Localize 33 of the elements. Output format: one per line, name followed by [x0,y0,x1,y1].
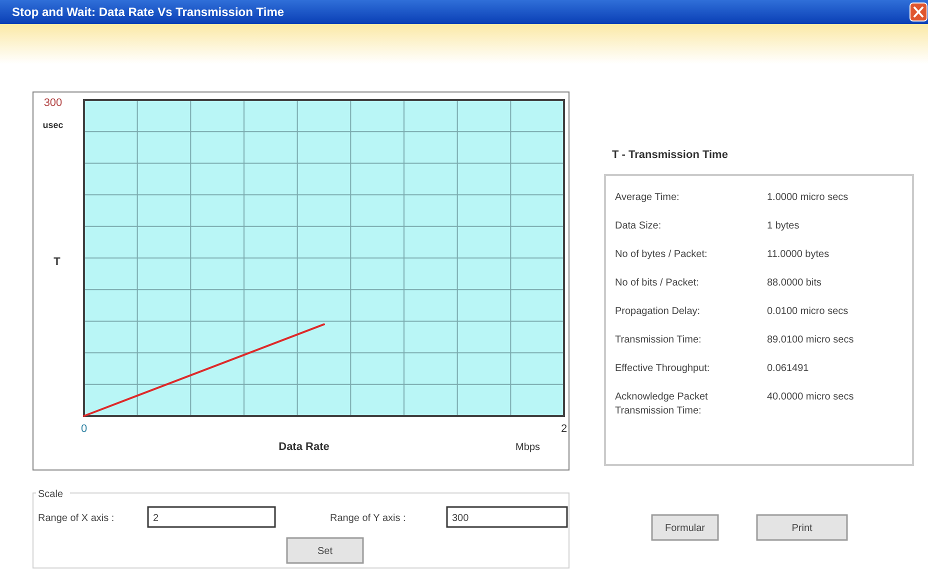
text: 1.0000 micro secs [767,192,848,203]
text: Scale [38,489,64,500]
button[interactable]: Formular [651,514,719,541]
text: Acknowledge Packet Transmission Time: [615,392,708,416]
text-field[interactable]: 300 [446,506,568,528]
text: 11.0000 bytes [767,249,830,260]
text: 88.0000 bits [767,278,822,288]
text: Propagation Delay: [615,306,700,317]
text: usec [42,120,64,130]
text: Range of Y axis : [330,513,406,524]
text: Mbps [516,442,540,453]
text: 0.061491 [767,363,810,374]
y-axis-title: T [54,256,61,268]
text: 0.0100 micro secs [767,306,848,317]
text: 300 [44,97,62,109]
button[interactable]: Set [286,537,364,564]
text: Average Time: [615,192,680,203]
text: Transmission Time: [615,334,702,346]
chart-title: Stop and Wait: Data Rate Vs Transmission Time [12,5,284,19]
text: Effective Throughput: [615,363,710,374]
x-axis-title: Data Rate [278,441,330,453]
text: No of bytes / Packet: [615,249,708,260]
button[interactable]: Print [756,514,848,541]
text: No of bits / Packet: [615,278,699,288]
text-field[interactable]: 2 [147,506,276,528]
text: 89.0100 micro secs [767,334,854,346]
text: Data Size: [615,220,662,232]
x-tick-label: 0 [80,423,88,435]
text: T - Transmission Time [612,149,728,161]
text: Range of X axis : [38,513,114,524]
text: 40.0000 micro secs [767,392,854,402]
x-tick-label: 2 [560,423,568,435]
text: 1 bytes [767,220,800,232]
